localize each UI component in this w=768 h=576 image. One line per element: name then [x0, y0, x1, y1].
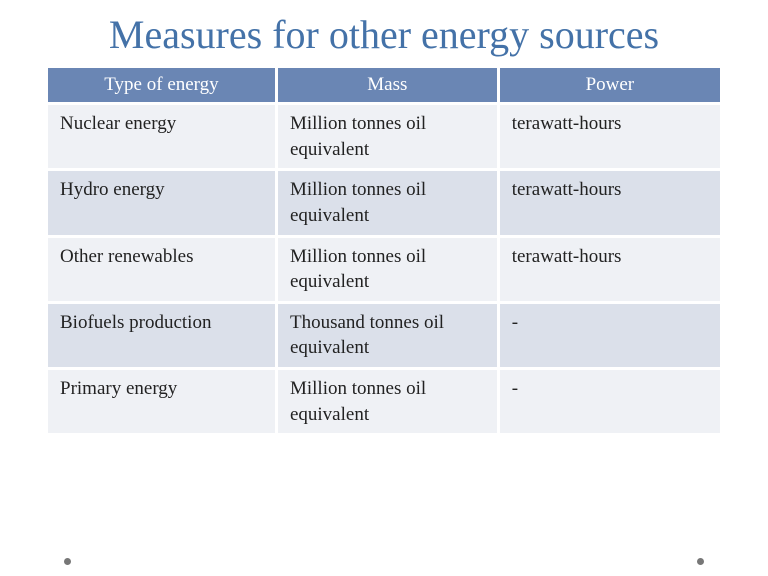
table-row: Other renewables Million tonnes oil equi… — [48, 236, 720, 302]
energy-measures-table: Type of energy Mass Power Nuclear energy… — [48, 68, 720, 436]
cell-mass: Million tonnes oil equivalent — [276, 104, 498, 170]
table-container: Type of energy Mass Power Nuclear energy… — [0, 68, 768, 436]
decorative-dot-icon — [697, 558, 704, 565]
cell-power: terawatt-hours — [498, 170, 720, 236]
cell-power: - — [498, 302, 720, 368]
table-header-row: Type of energy Mass Power — [48, 68, 720, 104]
col-header-mass: Mass — [276, 68, 498, 104]
decorative-dot-icon — [64, 558, 71, 565]
cell-type: Nuclear energy — [48, 104, 276, 170]
page-title: Measures for other energy sources — [0, 0, 768, 68]
table-row: Nuclear energy Million tonnes oil equiva… — [48, 104, 720, 170]
cell-power: terawatt-hours — [498, 236, 720, 302]
cell-mass: Million tonnes oil equivalent — [276, 236, 498, 302]
table-row: Primary energy Million tonnes oil equiva… — [48, 369, 720, 435]
table-row: Biofuels production Thousand tonnes oil … — [48, 302, 720, 368]
cell-type: Other renewables — [48, 236, 276, 302]
cell-mass: Million tonnes oil equivalent — [276, 170, 498, 236]
cell-mass: Thousand tonnes oil equivalent — [276, 302, 498, 368]
col-header-type: Type of energy — [48, 68, 276, 104]
cell-power: terawatt-hours — [498, 104, 720, 170]
table-row: Hydro energy Million tonnes oil equivale… — [48, 170, 720, 236]
cell-type: Hydro energy — [48, 170, 276, 236]
cell-type: Biofuels production — [48, 302, 276, 368]
cell-mass: Million tonnes oil equivalent — [276, 369, 498, 435]
cell-type: Primary energy — [48, 369, 276, 435]
cell-power: - — [498, 369, 720, 435]
col-header-power: Power — [498, 68, 720, 104]
